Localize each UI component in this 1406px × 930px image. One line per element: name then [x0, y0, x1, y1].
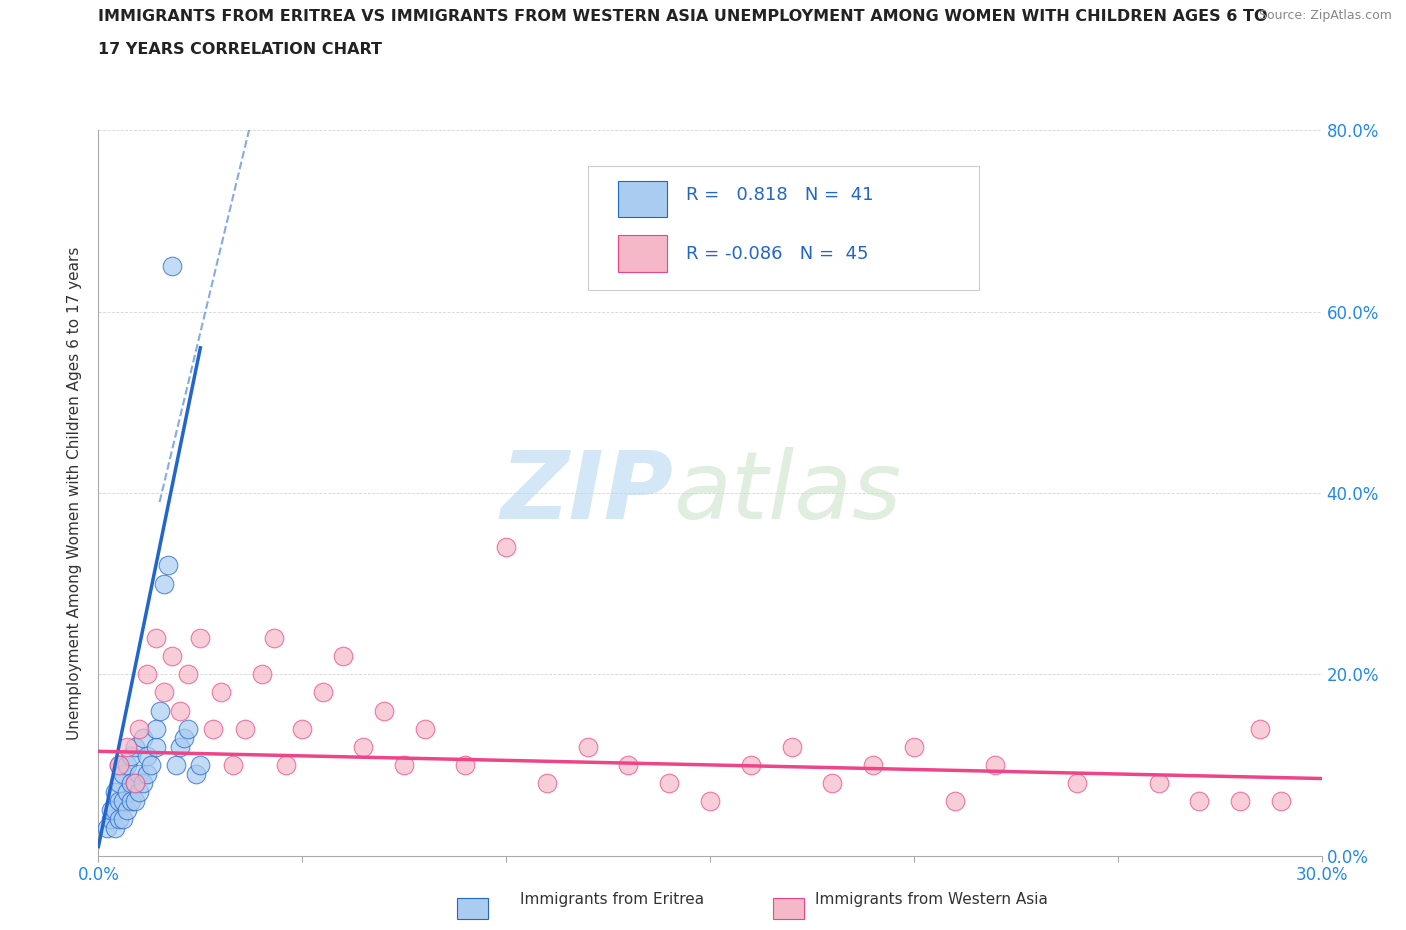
Point — [136, 766, 159, 781]
Point — [104, 785, 127, 800]
Point — [312, 684, 335, 700]
Point — [100, 812, 122, 827]
Point — [145, 631, 167, 645]
Point — [128, 785, 150, 800]
Point — [658, 776, 681, 790]
Point — [124, 776, 146, 790]
Text: R =   0.818   N =  41: R = 0.818 N = 41 — [686, 187, 873, 205]
Point — [120, 794, 142, 809]
Point — [274, 757, 297, 772]
Text: IMMIGRANTS FROM ERITREA VS IMMIGRANTS FROM WESTERN ASIA UNEMPLOYMENT AMONG WOMEN: IMMIGRANTS FROM ERITREA VS IMMIGRANTS FR… — [98, 9, 1268, 24]
Point — [152, 577, 174, 591]
Point — [862, 757, 884, 772]
Point — [96, 821, 118, 836]
Point — [617, 757, 640, 772]
Text: Immigrants from Western Asia: Immigrants from Western Asia — [815, 892, 1049, 907]
Point — [145, 722, 167, 737]
Point — [141, 757, 163, 772]
Point — [250, 667, 273, 682]
Point — [186, 766, 208, 781]
Point — [160, 259, 183, 273]
Point — [108, 757, 131, 772]
Point — [160, 649, 183, 664]
Point — [233, 722, 256, 737]
Point — [128, 722, 150, 737]
Point — [780, 739, 803, 754]
Point — [821, 776, 844, 790]
Point — [136, 749, 159, 764]
Point — [188, 757, 212, 772]
Point — [108, 812, 131, 827]
Point — [115, 785, 138, 800]
Point — [104, 821, 127, 836]
Point — [1229, 794, 1251, 809]
Point — [132, 776, 155, 790]
Point — [108, 757, 131, 772]
Text: 17 YEARS CORRELATION CHART: 17 YEARS CORRELATION CHART — [98, 42, 382, 57]
Point — [128, 766, 150, 781]
Point — [108, 794, 131, 809]
Text: Source: ZipAtlas.com: Source: ZipAtlas.com — [1258, 9, 1392, 22]
Point — [222, 757, 245, 772]
Text: Immigrants from Eritrea: Immigrants from Eritrea — [520, 892, 704, 907]
Point — [1249, 722, 1271, 737]
Point — [201, 722, 224, 737]
Point — [124, 776, 146, 790]
Point — [1147, 776, 1170, 790]
Point — [100, 803, 122, 817]
Point — [740, 757, 762, 772]
Point — [188, 631, 212, 645]
Point — [209, 684, 232, 700]
Point — [169, 703, 191, 718]
Point — [156, 558, 179, 573]
Point — [943, 794, 966, 809]
Point — [536, 776, 558, 790]
Point — [111, 794, 134, 809]
Point — [108, 776, 131, 790]
Point — [576, 739, 599, 754]
Point — [169, 739, 191, 754]
Point — [115, 757, 138, 772]
Point — [152, 684, 174, 700]
FancyBboxPatch shape — [619, 181, 668, 218]
Point — [373, 703, 395, 718]
Point — [392, 757, 416, 772]
Point — [132, 730, 155, 745]
Point — [115, 739, 138, 754]
Point — [903, 739, 925, 754]
Y-axis label: Unemployment Among Women with Children Ages 6 to 17 years: Unemployment Among Women with Children A… — [67, 246, 83, 739]
Point — [149, 703, 172, 718]
Point — [495, 539, 517, 554]
Point — [111, 812, 134, 827]
FancyBboxPatch shape — [619, 235, 668, 272]
Point — [104, 803, 127, 817]
Point — [699, 794, 721, 809]
Point — [136, 667, 159, 682]
Point — [352, 739, 374, 754]
Point — [173, 730, 195, 745]
Point — [1270, 794, 1292, 809]
Point — [177, 722, 200, 737]
Point — [124, 739, 146, 754]
Point — [165, 757, 187, 772]
FancyBboxPatch shape — [588, 166, 979, 290]
Point — [145, 739, 167, 754]
Point — [177, 667, 200, 682]
Point — [1188, 794, 1211, 809]
Point — [454, 757, 477, 772]
Point — [984, 757, 1007, 772]
Point — [263, 631, 285, 645]
Point — [120, 776, 142, 790]
Text: R = -0.086   N =  45: R = -0.086 N = 45 — [686, 245, 868, 262]
Point — [1066, 776, 1088, 790]
Point — [332, 649, 354, 664]
Point — [111, 766, 134, 781]
Point — [115, 803, 138, 817]
Point — [291, 722, 314, 737]
Text: ZIP: ZIP — [501, 447, 673, 538]
Point — [124, 794, 146, 809]
Text: atlas: atlas — [673, 447, 901, 538]
Point — [120, 749, 142, 764]
Point — [413, 722, 436, 737]
